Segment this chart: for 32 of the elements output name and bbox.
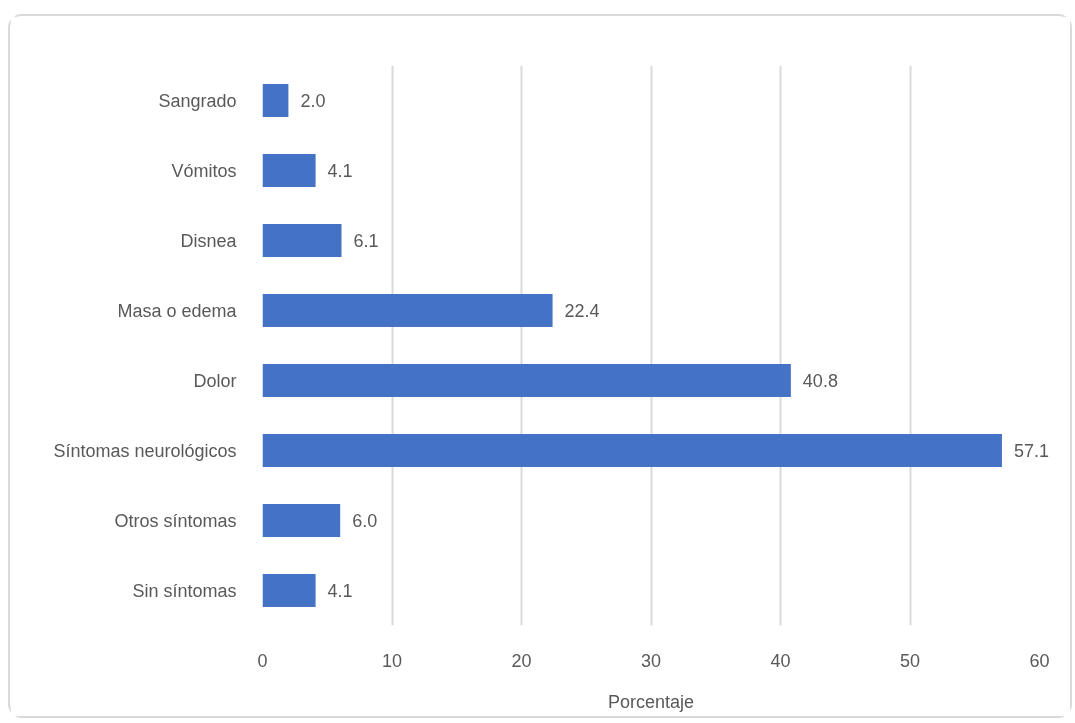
data-label: 57.1 <box>1013 441 1049 461</box>
bar <box>262 224 342 257</box>
y-tick-label: Sin síntomas <box>132 580 237 601</box>
y-tick-label: Dolor <box>193 370 237 391</box>
x-tick-label: 20 <box>511 650 532 671</box>
y-tick-label: Masa o edema <box>117 300 238 321</box>
data-label: 4.1 <box>327 161 353 181</box>
data-label: 40.8 <box>802 371 838 391</box>
y-tick-label: Sangrado <box>158 90 237 111</box>
x-tick-label: 0 <box>257 650 268 671</box>
bar <box>262 84 289 117</box>
bar <box>262 294 553 327</box>
x-tick-label: 30 <box>640 650 662 671</box>
y-tick-label: Síntomas neurológicos <box>53 440 237 461</box>
x-tick-label: 40 <box>770 650 791 671</box>
x-axis-title: Porcentaje <box>607 691 695 712</box>
data-label: 6.1 <box>353 231 379 251</box>
y-tick-label: Otros síntomas <box>114 510 237 531</box>
bar <box>262 364 791 397</box>
data-label: 2.0 <box>300 91 326 111</box>
x-tick-label: 50 <box>899 650 921 671</box>
y-tick-label: Vómitos <box>171 160 237 181</box>
bar <box>262 504 341 537</box>
y-tick-label: Disnea <box>180 230 238 251</box>
bar <box>262 154 316 187</box>
bar <box>262 574 316 607</box>
data-label: 6.0 <box>352 511 378 531</box>
data-label: 4.1 <box>327 581 353 601</box>
x-tick-label: 60 <box>1029 650 1050 671</box>
x-tick-label: 10 <box>381 650 403 671</box>
bar <box>262 434 1002 467</box>
data-label: 22.4 <box>564 301 600 321</box>
